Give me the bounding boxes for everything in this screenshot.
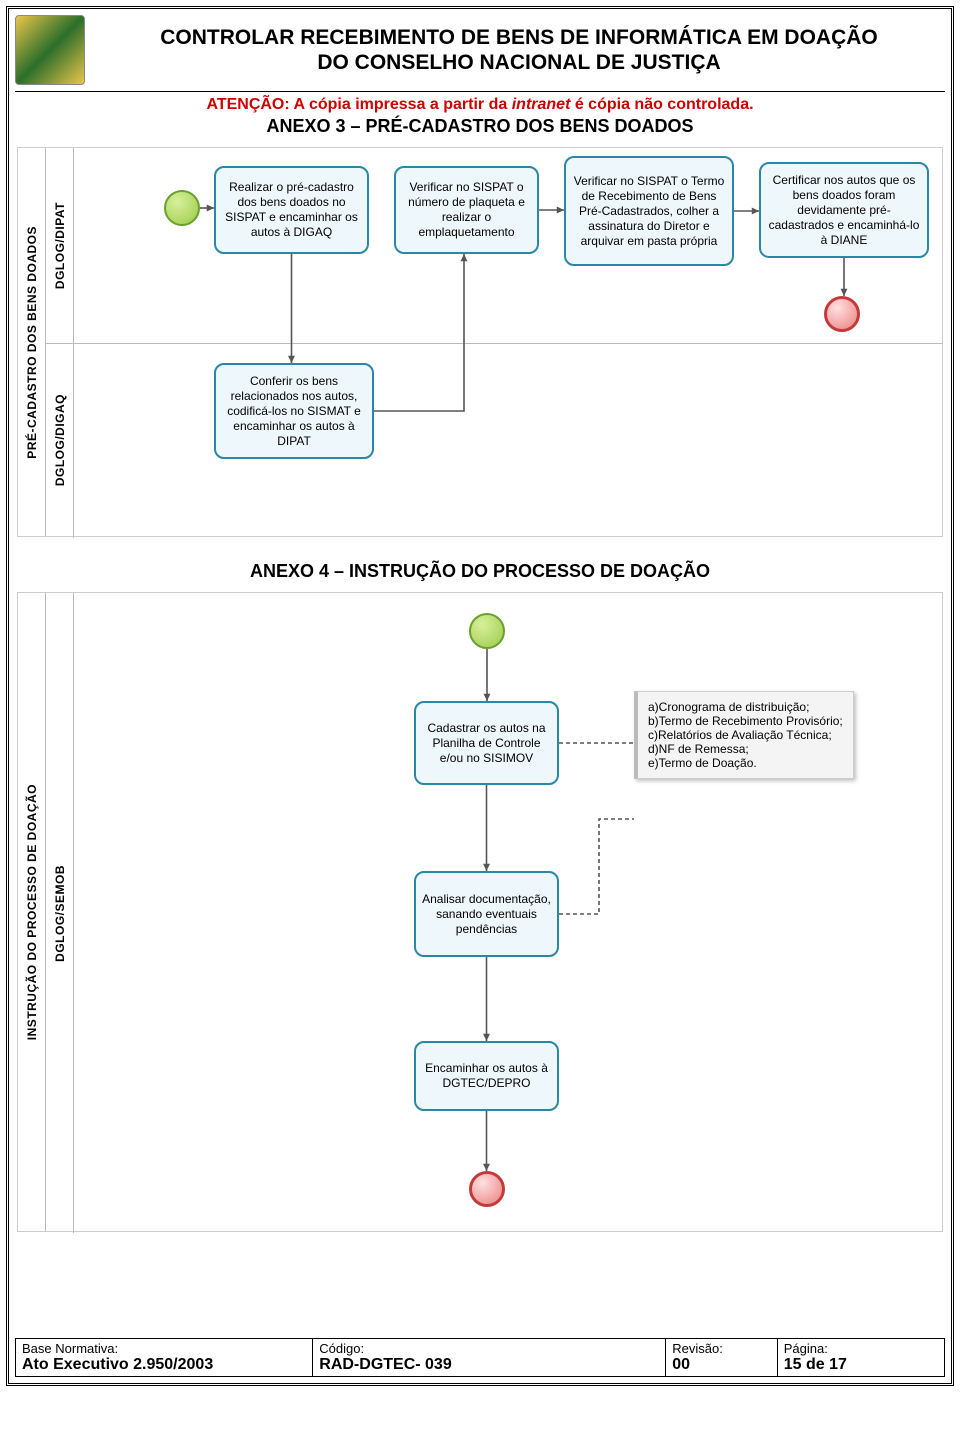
lane-label: DGLOG/DIGAQ bbox=[53, 394, 67, 486]
start-event-icon bbox=[164, 190, 200, 226]
note-line: c)Relatórios de Avaliação Técnica; bbox=[648, 728, 843, 742]
warning-prefix: ATENÇÃO: A cópia impressa a partir da bbox=[206, 96, 511, 113]
flow-node: Certificar nos autos que os bens doados … bbox=[759, 162, 929, 258]
footer-base-lbl: Base Normativa: bbox=[22, 1341, 118, 1356]
lane: DGLOG/SEMOB bbox=[46, 593, 74, 1233]
annotation-note: a)Cronograma de distribuição;b)Termo de … bbox=[634, 691, 854, 779]
note-line: e)Termo de Doação. bbox=[648, 756, 843, 770]
footer-cod-lbl: Código: bbox=[319, 1341, 364, 1356]
footer-rev-val: 00 bbox=[672, 1356, 690, 1373]
flow-node: Encaminhar os autos à DGTEC/DEPRO bbox=[414, 1041, 559, 1111]
note-line: b)Termo de Recebimento Provisório; bbox=[648, 714, 843, 728]
anexo3-pool-text: PRÉ-CADASTRO DOS BENS DOADOS bbox=[25, 226, 39, 459]
page-title: CONTROLAR RECEBIMENTO DE BENS DE INFORMÁ… bbox=[93, 25, 945, 75]
end-event-icon bbox=[824, 296, 860, 332]
lane-label: DGLOG/DIPAT bbox=[53, 202, 67, 289]
header: CONTROLAR RECEBIMENTO DE BENS DE INFORMÁ… bbox=[15, 11, 945, 92]
crest-icon bbox=[15, 15, 85, 85]
flow-node: Cadastrar os autos na Planilha de Contro… bbox=[414, 701, 559, 785]
warning-italic: intranet bbox=[512, 96, 571, 113]
flow-node: Verificar no SISPAT o Termo de Recebimen… bbox=[564, 156, 734, 266]
flow-node: Analisar documentação, sanando eventuais… bbox=[414, 871, 559, 957]
flow-node: Conferir os bens relacionados nos autos,… bbox=[214, 363, 374, 459]
anexo4-pool-text: INSTRUÇÃO DO PROCESSO DE DOAÇÃO bbox=[25, 784, 39, 1040]
anexo3-diagram: PRÉ-CADASTRO DOS BENS DOADOS DGLOG/DIPAT… bbox=[17, 147, 943, 537]
start-event-icon bbox=[469, 613, 505, 649]
lane-label: DGLOG/SEMOB bbox=[53, 865, 67, 962]
anexo4-title: ANEXO 4 – INSTRUÇÃO DO PROCESSO DE DOAÇÃ… bbox=[15, 561, 945, 582]
end-event-icon bbox=[469, 1171, 505, 1207]
note-line: d)NF de Remessa; bbox=[648, 742, 843, 756]
page: CONTROLAR RECEBIMENTO DE BENS DE INFORMÁ… bbox=[6, 6, 954, 1386]
flow-node: Realizar o pré-cadastro dos bens doados … bbox=[214, 166, 369, 254]
title-line-2: DO CONSELHO NACIONAL DE JUSTIÇA bbox=[93, 50, 945, 75]
anexo3-title: ANEXO 3 – PRÉ-CADASTRO DOS BENS DOADOS bbox=[15, 116, 945, 137]
warning-suffix: é cópia não controlada. bbox=[570, 96, 753, 113]
footer-pag-val: 15 de 17 bbox=[784, 1356, 847, 1373]
footer-cod-val: RAD-DGTEC- 039 bbox=[319, 1356, 451, 1373]
footer-rev-lbl: Revisão: bbox=[672, 1341, 723, 1356]
flow-node: Verificar no SISPAT o número de plaqueta… bbox=[394, 166, 539, 254]
anexo4-diagram: INSTRUÇÃO DO PROCESSO DE DOAÇÃO DGLOG/SE… bbox=[17, 592, 943, 1232]
title-line-1: CONTROLAR RECEBIMENTO DE BENS DE INFORMÁ… bbox=[93, 25, 945, 50]
note-line: a)Cronograma de distribuição; bbox=[648, 700, 843, 714]
anexo3-pool-label: PRÉ-CADASTRO DOS BENS DOADOS bbox=[18, 148, 46, 536]
footer-base-val: Ato Executivo 2.950/2003 bbox=[22, 1356, 213, 1373]
footer-pag-lbl: Página: bbox=[784, 1341, 828, 1356]
footer: Base Normativa:Ato Executivo 2.950/2003 … bbox=[15, 1338, 945, 1377]
lane: DGLOG/DIPAT bbox=[46, 148, 74, 343]
anexo4-pool-label: INSTRUÇÃO DO PROCESSO DE DOAÇÃO bbox=[18, 593, 46, 1231]
footer-table: Base Normativa:Ato Executivo 2.950/2003 … bbox=[15, 1338, 945, 1377]
warning-banner: ATENÇÃO: A cópia impressa a partir da in… bbox=[15, 96, 945, 114]
lane: DGLOG/DIGAQ bbox=[46, 343, 74, 538]
